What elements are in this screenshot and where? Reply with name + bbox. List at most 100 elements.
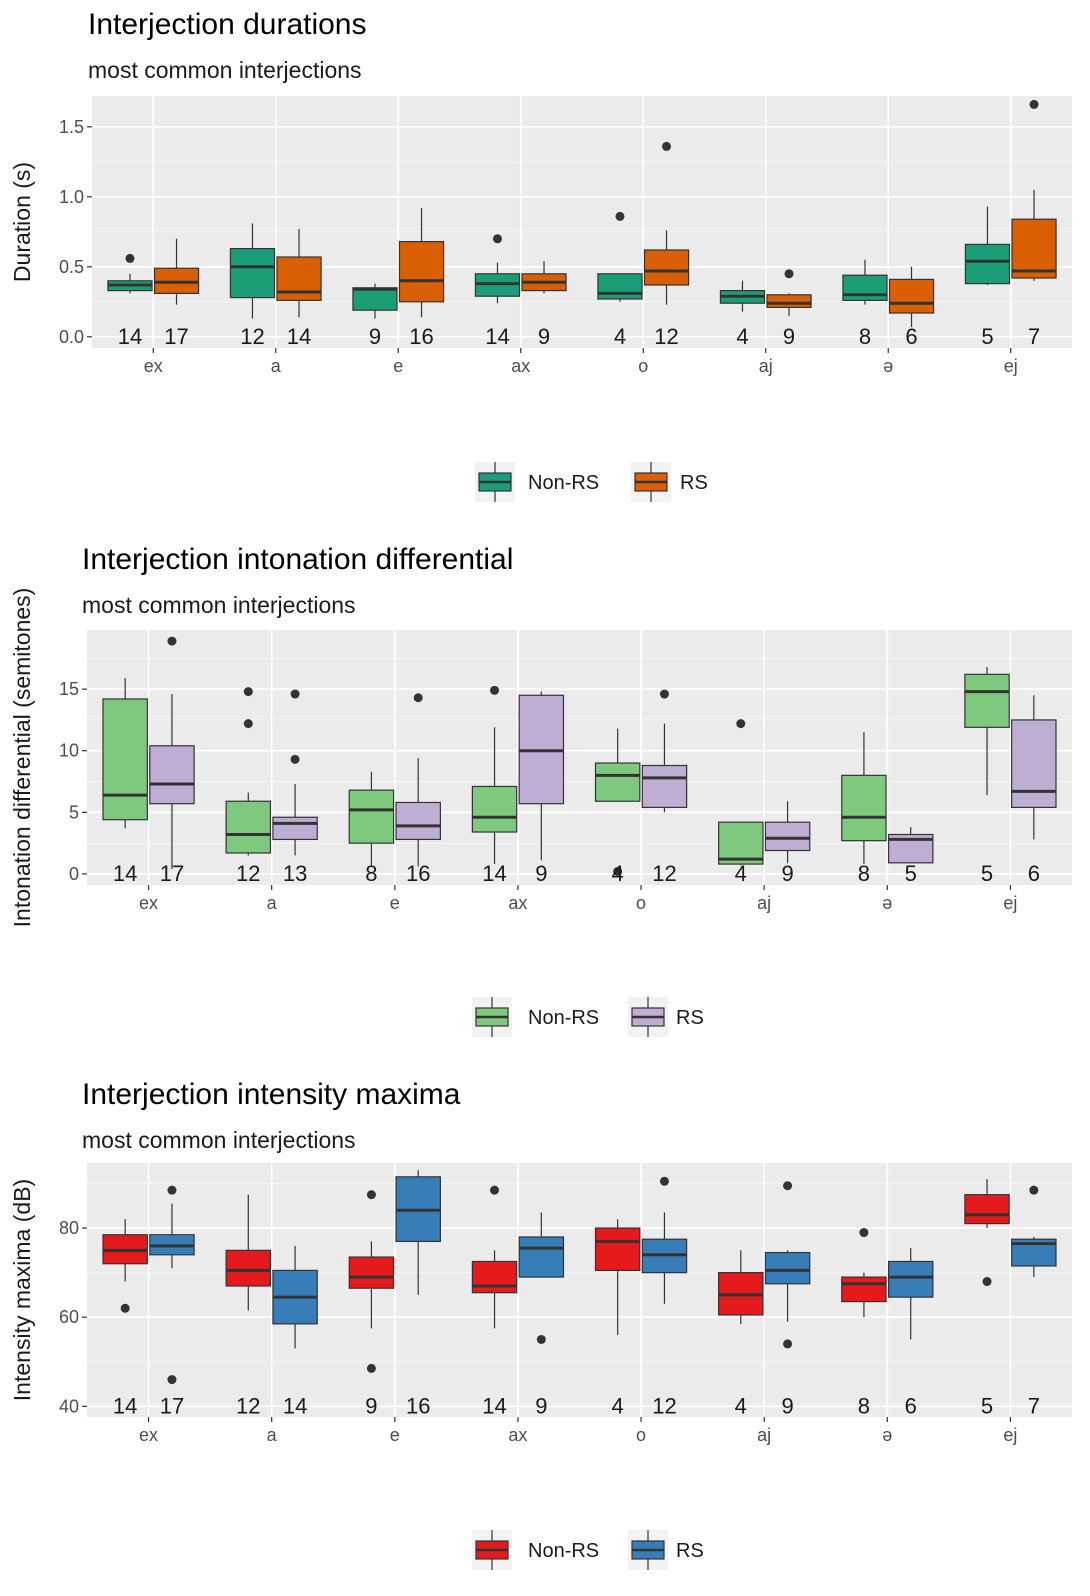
duration-chart: Interjection durations most common interj… xyxy=(0,0,1090,520)
box-non-rs-1 xyxy=(225,687,272,856)
outlier-point xyxy=(859,1228,869,1238)
x-tick-label: a xyxy=(267,1425,278,1445)
count-label: 9 xyxy=(535,861,547,886)
box-iqr xyxy=(272,816,318,841)
count-label: 9 xyxy=(783,324,795,349)
box-iqr xyxy=(964,673,1010,728)
box-iqr xyxy=(888,278,935,314)
x-tick-label: ax xyxy=(508,893,527,913)
count-label: 4 xyxy=(614,324,626,349)
duration-chart-svg: Interjection durations most common interj… xyxy=(9,8,1072,502)
x-tick-label: aj xyxy=(759,356,773,376)
box-rs-5 xyxy=(764,801,811,863)
y-tick-label: 40 xyxy=(59,1396,79,1416)
box-rs-7 xyxy=(1011,99,1057,281)
count-label: 8 xyxy=(858,861,870,886)
count-label: 14 xyxy=(287,324,311,349)
x-tick-label: e xyxy=(390,893,400,913)
outlier-point xyxy=(490,1185,500,1195)
box-iqr xyxy=(348,1256,395,1289)
count-label: 16 xyxy=(406,1393,430,1418)
box-rs-3 xyxy=(521,261,567,294)
outlier-point xyxy=(120,1303,130,1313)
count-label: 5 xyxy=(981,1393,993,1418)
outlier-point xyxy=(413,693,423,703)
x-tick-label: ej xyxy=(1003,893,1017,913)
count-label: 14 xyxy=(113,861,137,886)
y-axis-label: Intensity maxima (dB) xyxy=(9,1179,35,1401)
legend-label: RS xyxy=(676,1540,704,1562)
box-iqr xyxy=(471,1260,518,1294)
x-tick-label: o xyxy=(636,1425,646,1445)
box-non-rs-0 xyxy=(102,1219,148,1313)
legend-label: RS xyxy=(680,472,708,494)
y-tick-label: 5 xyxy=(69,802,79,822)
box-iqr xyxy=(102,698,148,821)
box-rs-1 xyxy=(272,689,318,856)
count-label: 4 xyxy=(735,861,747,886)
count-label: 9 xyxy=(535,1393,547,1418)
x-tick-label: ə xyxy=(882,893,892,913)
outlier-point xyxy=(290,754,300,764)
box-iqr xyxy=(764,1251,811,1285)
box-non-rs-3 xyxy=(471,685,518,865)
box-non-rs-2 xyxy=(348,771,395,867)
chart-subtitle: most common interjections xyxy=(82,1127,356,1153)
outlier-point xyxy=(662,141,672,151)
chart-title: Interjection intonation differential xyxy=(82,543,513,576)
legend-label: RS xyxy=(676,1007,704,1029)
box-rs-4 xyxy=(641,1176,688,1304)
x-tick-label: ex xyxy=(139,1425,158,1445)
outlier-point xyxy=(167,1185,177,1195)
box-iqr xyxy=(225,1249,272,1287)
box-iqr xyxy=(518,1236,565,1278)
legend-label: Non-RS xyxy=(528,472,599,494)
count-label: 13 xyxy=(283,861,307,886)
outlier-point xyxy=(615,211,625,221)
box-iqr xyxy=(964,1194,1010,1225)
box-iqr xyxy=(841,1276,887,1303)
outlier-point xyxy=(167,1375,177,1385)
count-label: 4 xyxy=(612,1393,624,1418)
box-iqr xyxy=(229,248,276,299)
box-rs-5 xyxy=(764,1181,811,1349)
box-iqr xyxy=(348,789,395,844)
x-tick-label: ej xyxy=(1003,1425,1017,1445)
x-tick-label: ex xyxy=(144,356,163,376)
x-tick-label: o xyxy=(636,893,646,913)
box-rs-2 xyxy=(398,208,445,318)
y-axis-label: Duration (s) xyxy=(9,162,35,282)
box-iqr xyxy=(842,274,888,302)
y-tick-label: 60 xyxy=(59,1307,79,1327)
box-non-rs-5 xyxy=(719,280,766,312)
box-iqr xyxy=(1011,218,1057,279)
count-label: 12 xyxy=(236,861,260,886)
outlier-point xyxy=(243,719,253,729)
box-iqr xyxy=(398,241,445,303)
box-rs-1 xyxy=(276,229,322,318)
count-label: 17 xyxy=(164,324,188,349)
box-non-rs-1 xyxy=(229,223,276,319)
box-rs-1 xyxy=(272,1245,318,1349)
box-non-rs-7 xyxy=(964,666,1010,796)
box-iqr xyxy=(841,774,887,842)
x-tick-label: a xyxy=(271,356,282,376)
legend-key-non-rs xyxy=(472,997,512,1037)
box-rs-2 xyxy=(395,1170,441,1295)
x-tick-label: e xyxy=(393,356,403,376)
box-non-rs-4 xyxy=(597,211,643,302)
legend-label: Non-RS xyxy=(528,1540,599,1562)
box-rs-0 xyxy=(149,1185,195,1385)
count-label: 4 xyxy=(736,324,748,349)
box-iqr xyxy=(352,287,398,311)
box-non-rs-7 xyxy=(964,206,1011,285)
box-non-rs-6 xyxy=(842,259,888,305)
box-rs-2 xyxy=(395,693,441,867)
box-rs-6 xyxy=(888,266,935,327)
box-non-rs-6 xyxy=(841,1228,887,1318)
box-iqr xyxy=(471,785,518,833)
box-iqr xyxy=(594,762,641,802)
box-non-rs-2 xyxy=(348,1190,395,1373)
count-label: 5 xyxy=(981,324,993,349)
box-iqr xyxy=(887,1260,934,1298)
